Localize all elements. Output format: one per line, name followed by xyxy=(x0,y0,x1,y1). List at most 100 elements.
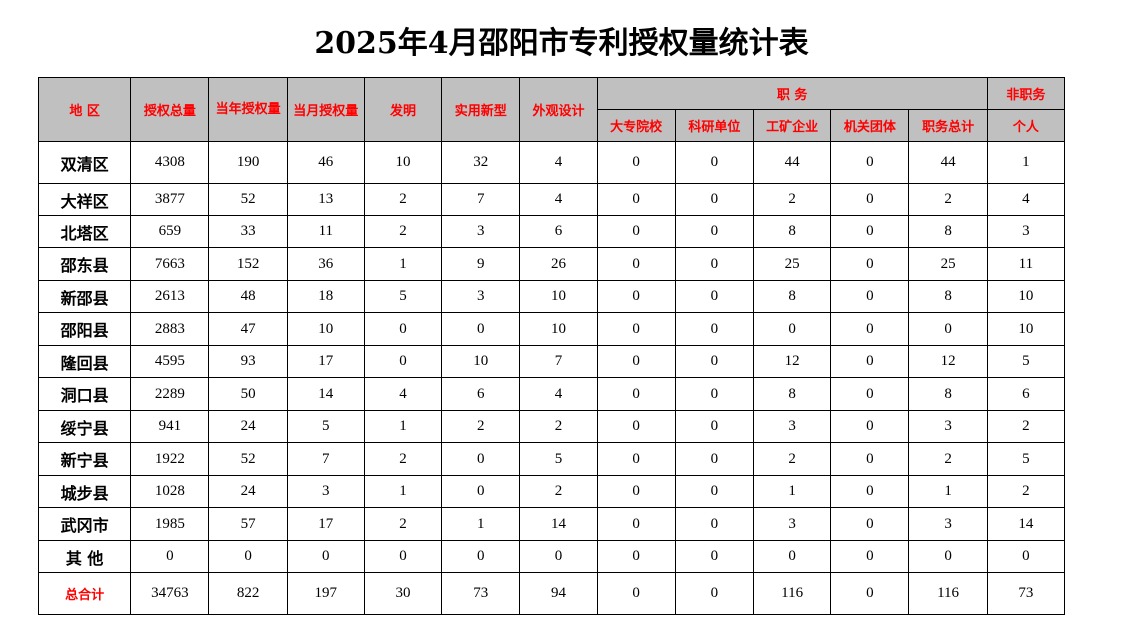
value-cell: 8 xyxy=(752,280,832,313)
value-cell: 2 xyxy=(363,183,443,216)
total-row: 总合计 34763 822 197 30 73 94 0 0 116 0 116 73 xyxy=(37,572,1066,615)
value-cell: 10 xyxy=(986,280,1066,313)
value-cell: 2613 xyxy=(130,280,210,313)
value-cell: 6 xyxy=(519,215,598,248)
value-cell: 2 xyxy=(986,475,1066,508)
value-cell: 7 xyxy=(286,442,365,476)
header-nonservice-group: 非职务 xyxy=(986,77,1066,110)
value-cell: 6 xyxy=(441,377,521,411)
value-cell: 1 xyxy=(441,507,521,541)
value-cell: 34763 xyxy=(130,572,210,615)
header-industry: 工矿企业 xyxy=(752,109,832,142)
value-cell: 4 xyxy=(519,141,598,184)
value-cell: 197 xyxy=(286,572,365,615)
value-cell: 0 xyxy=(441,540,521,573)
value-cell: 0 xyxy=(830,215,910,248)
value-cell: 73 xyxy=(441,572,521,615)
value-cell: 0 xyxy=(674,247,755,281)
value-cell: 17 xyxy=(286,507,365,541)
value-cell: 0 xyxy=(596,475,676,508)
value-cell: 24 xyxy=(208,410,288,443)
value-cell: 941 xyxy=(130,410,210,443)
value-cell: 1 xyxy=(908,475,988,508)
value-cell: 2 xyxy=(363,507,443,541)
value-cell: 3 xyxy=(286,475,365,508)
header-year: 当年授权量 xyxy=(208,77,288,142)
value-cell: 0 xyxy=(830,572,910,615)
value-cell: 0 xyxy=(830,442,910,476)
value-cell: 0 xyxy=(596,141,676,184)
value-cell: 2 xyxy=(752,442,832,476)
value-cell: 4308 xyxy=(130,141,210,184)
value-cell: 11 xyxy=(986,247,1066,281)
value-cell: 2883 xyxy=(130,312,210,346)
value-cell: 3 xyxy=(441,280,521,313)
header-university: 大专院校 xyxy=(596,109,676,142)
value-cell: 0 xyxy=(596,442,676,476)
value-cell: 0 xyxy=(596,183,676,216)
value-cell: 0 xyxy=(674,475,755,508)
header-total: 授权总量 xyxy=(130,77,210,142)
region-cell: 武冈市 xyxy=(37,507,132,541)
header-research: 科研单位 xyxy=(674,109,755,142)
value-cell: 2 xyxy=(519,475,598,508)
value-cell: 13 xyxy=(286,183,365,216)
region-cell: 邵阳县 xyxy=(37,312,132,346)
region-cell: 洞口县 xyxy=(37,377,132,411)
table-row: 大祥区 3877 52 13 2 7 4 0 0 2 0 2 4 xyxy=(37,183,1066,216)
value-cell: 1 xyxy=(752,475,832,508)
value-cell: 1 xyxy=(986,141,1066,184)
value-cell: 0 xyxy=(596,247,676,281)
table-row: 邵阳县 2883 47 10 0 0 10 0 0 0 0 0 10 xyxy=(37,312,1066,346)
value-cell: 3877 xyxy=(130,183,210,216)
value-cell: 0 xyxy=(596,572,676,615)
value-cell: 3 xyxy=(908,410,988,443)
value-cell: 152 xyxy=(208,247,288,281)
value-cell: 0 xyxy=(674,215,755,248)
value-cell: 2 xyxy=(986,410,1066,443)
value-cell: 5 xyxy=(363,280,443,313)
value-cell: 5 xyxy=(986,345,1066,378)
value-cell: 18 xyxy=(286,280,365,313)
table-row: 绥宁县 941 24 5 1 2 2 0 0 3 0 3 2 xyxy=(37,410,1066,443)
value-cell: 25 xyxy=(908,247,988,281)
value-cell: 48 xyxy=(208,280,288,313)
value-cell: 0 xyxy=(830,345,910,378)
value-cell: 14 xyxy=(519,507,598,541)
value-cell: 93 xyxy=(208,345,288,378)
value-cell: 7 xyxy=(519,345,598,378)
value-cell: 0 xyxy=(830,183,910,216)
value-cell: 0 xyxy=(596,410,676,443)
value-cell: 4 xyxy=(519,183,598,216)
value-cell: 0 xyxy=(830,247,910,281)
value-cell: 52 xyxy=(208,183,288,216)
value-cell: 7 xyxy=(441,183,521,216)
region-cell: 新邵县 xyxy=(37,280,132,313)
value-cell: 46 xyxy=(286,141,365,184)
region-cell: 北塔区 xyxy=(37,215,132,248)
value-cell: 8 xyxy=(752,215,832,248)
value-cell: 30 xyxy=(363,572,443,615)
value-cell: 4 xyxy=(986,183,1066,216)
value-cell: 0 xyxy=(363,312,443,346)
value-cell: 116 xyxy=(908,572,988,615)
value-cell: 36 xyxy=(286,247,365,281)
value-cell: 4 xyxy=(363,377,443,411)
value-cell: 10 xyxy=(286,312,365,346)
value-cell: 26 xyxy=(519,247,598,281)
value-cell: 0 xyxy=(674,507,755,541)
value-cell: 2 xyxy=(363,442,443,476)
value-cell: 4595 xyxy=(130,345,210,378)
value-cell: 0 xyxy=(441,475,521,508)
value-cell: 2 xyxy=(752,183,832,216)
table-row: 武冈市 1985 57 17 2 1 14 0 0 3 0 3 14 xyxy=(37,507,1066,541)
value-cell: 822 xyxy=(208,572,288,615)
value-cell: 0 xyxy=(596,215,676,248)
value-cell: 47 xyxy=(208,312,288,346)
value-cell: 0 xyxy=(596,377,676,411)
table-row: 城步县 1028 24 3 1 0 2 0 0 1 0 1 2 xyxy=(37,475,1066,508)
value-cell: 52 xyxy=(208,442,288,476)
region-cell: 总合计 xyxy=(37,572,132,615)
value-cell: 1 xyxy=(363,410,443,443)
value-cell: 3 xyxy=(752,410,832,443)
